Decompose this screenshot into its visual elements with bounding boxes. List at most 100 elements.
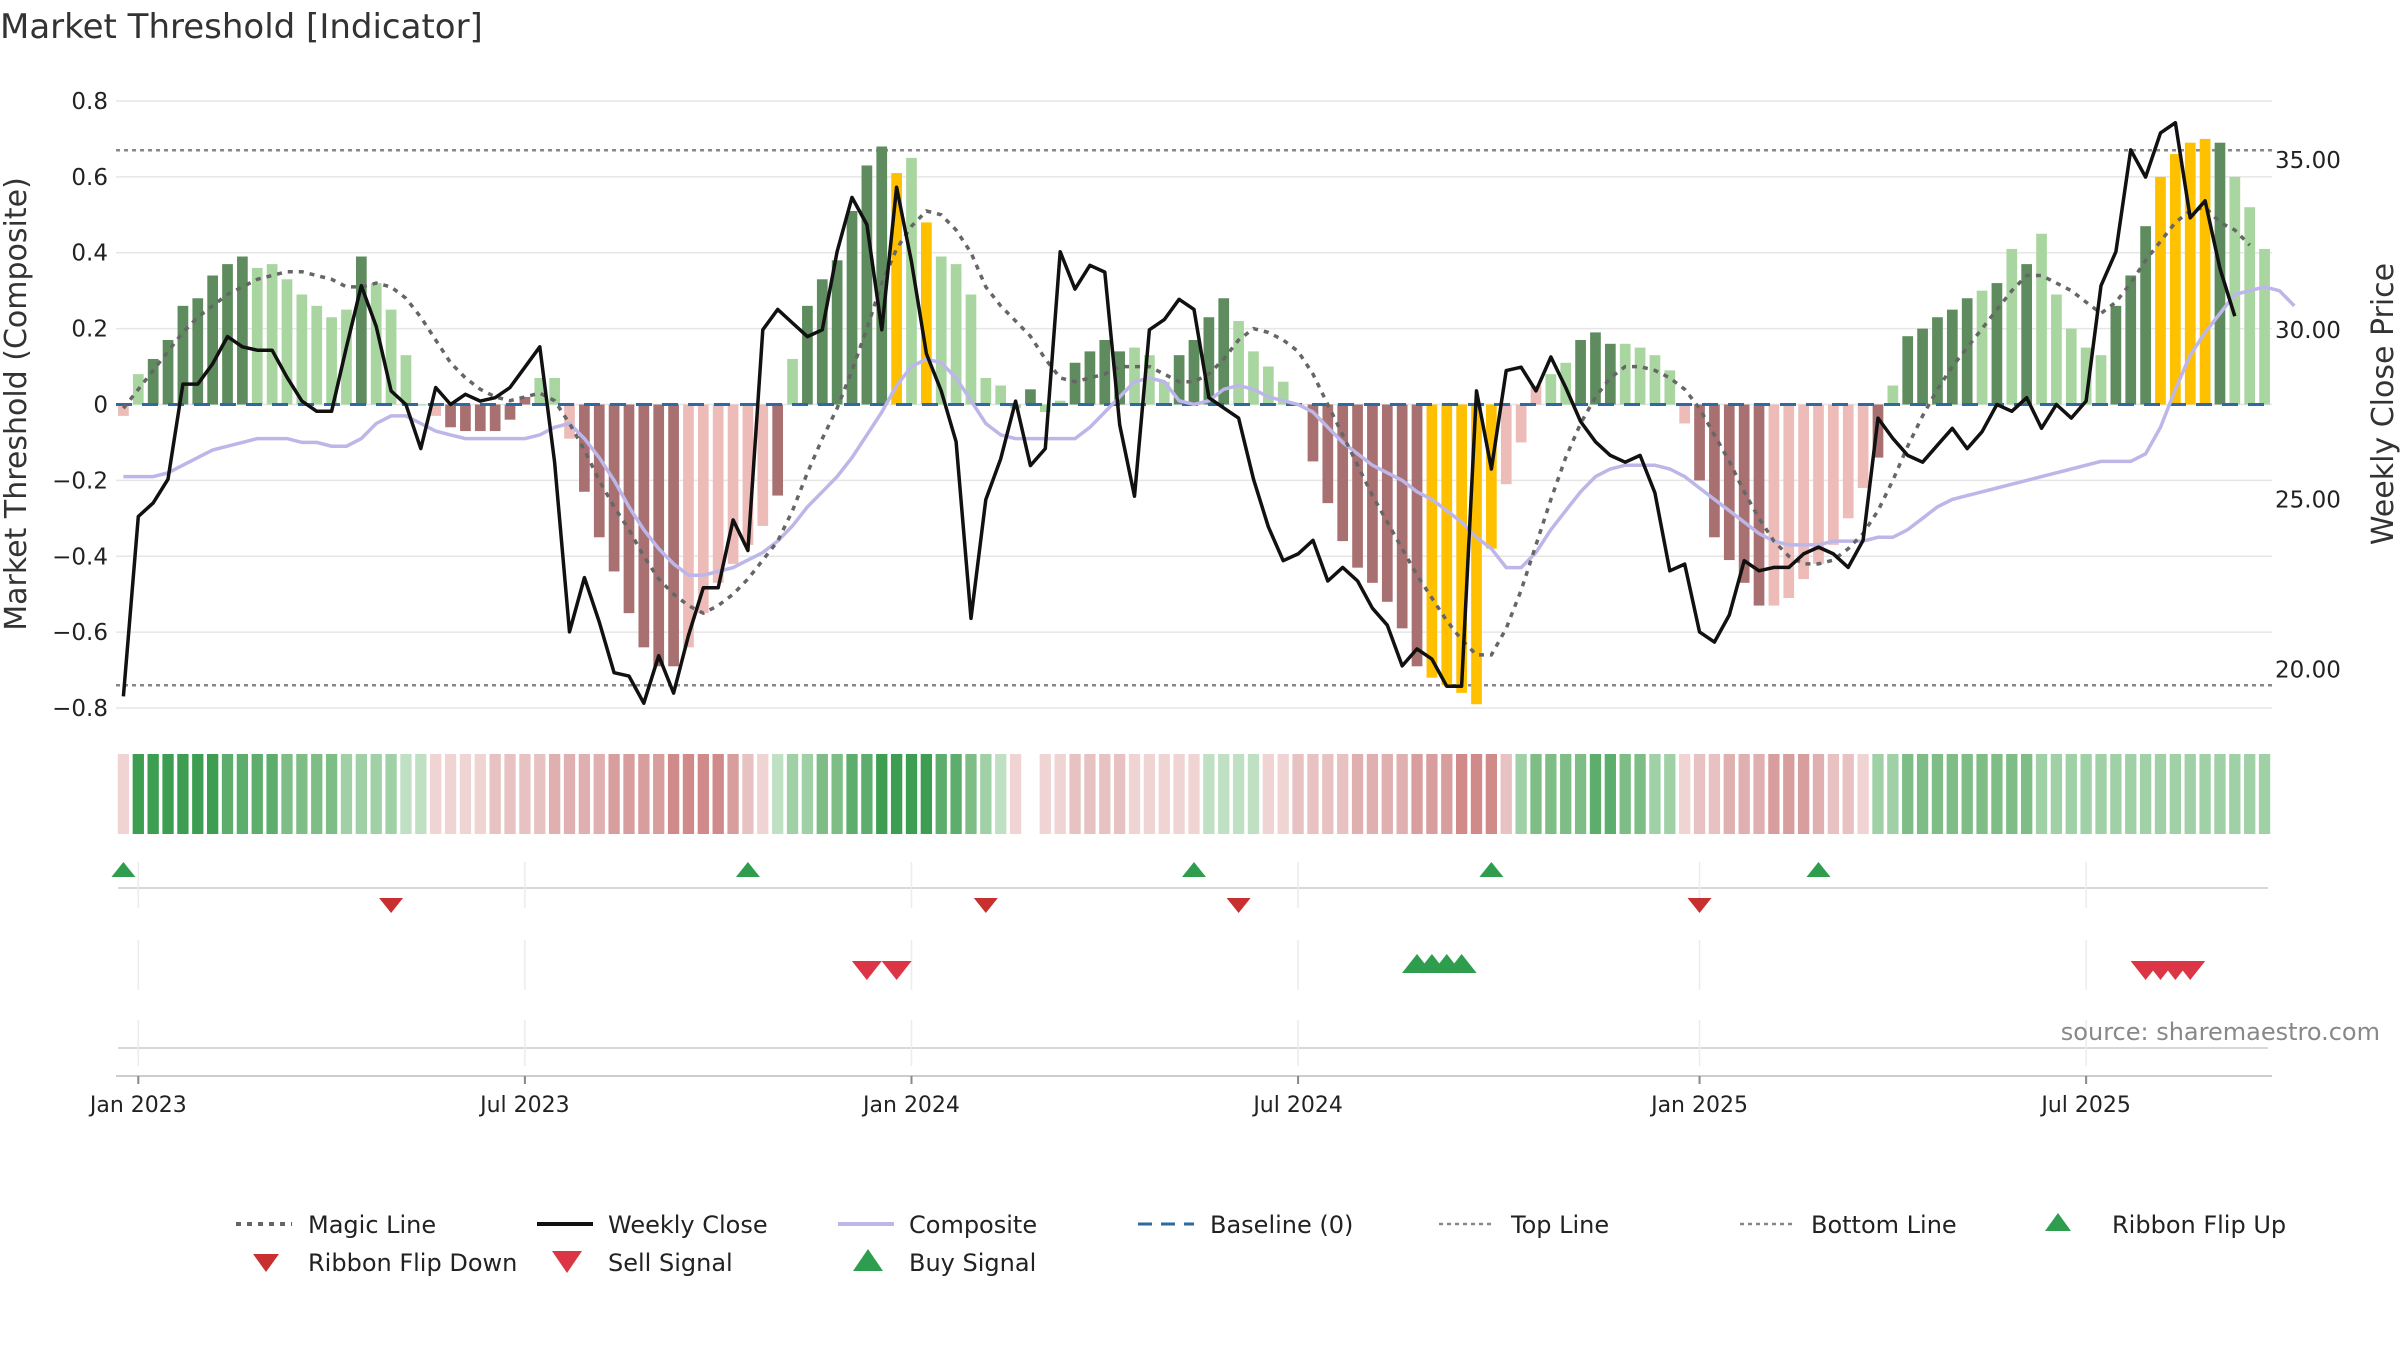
ribbon-cell xyxy=(697,754,709,834)
composite-bar xyxy=(1768,404,1780,606)
ribbon-flip-up-marker xyxy=(1479,862,1504,877)
composite-bar xyxy=(311,305,323,405)
ribbon-cell xyxy=(1515,754,1527,834)
legend-composite-label: Composite xyxy=(909,1211,1037,1239)
ribbon-cell xyxy=(221,754,234,834)
ribbon-cell xyxy=(2184,754,2196,834)
legend-composite: Composite xyxy=(838,1211,1037,1239)
composite-bar xyxy=(980,377,992,405)
ribbon-cell xyxy=(772,754,784,834)
composite-bar xyxy=(2244,207,2256,405)
composite-bar xyxy=(965,294,977,405)
composite-bar xyxy=(326,317,337,405)
composite-bar xyxy=(787,358,798,405)
ribbon-cell xyxy=(1708,754,1721,834)
composite-bar xyxy=(1619,343,1631,405)
legend-buy-signal-swatch xyxy=(853,1249,883,1271)
composite-bar xyxy=(593,404,605,538)
ribbon-cell xyxy=(742,754,754,834)
sell-signal-marker xyxy=(881,961,912,980)
composite-bar xyxy=(1203,317,1215,405)
ribbon-cell xyxy=(1783,754,1795,834)
ribbon-flip-up-marker xyxy=(111,862,136,877)
composite-bar xyxy=(1813,404,1824,564)
ribbon-cell xyxy=(1560,754,1572,834)
ribbon-cell xyxy=(757,754,769,834)
composite-bar xyxy=(281,279,293,405)
x-tick-label: Jan 2025 xyxy=(1649,1093,1748,1118)
ribbon-cell xyxy=(281,754,293,834)
legend-ribbon-flip-down-label: Ribbon Flip Down xyxy=(308,1249,517,1277)
ribbon-cell xyxy=(563,754,576,834)
ribbon-cell xyxy=(1232,754,1245,834)
ribbon-cell xyxy=(623,754,635,834)
composite-bar xyxy=(1634,347,1646,405)
ribbon-cell xyxy=(385,754,397,834)
composite-bar xyxy=(2125,275,2137,405)
composite-bar xyxy=(222,264,233,405)
ribbon-cell xyxy=(1797,754,1810,834)
y-tick-label: −0.8 xyxy=(52,696,108,722)
composite-bar xyxy=(296,294,308,405)
ribbon-cell xyxy=(682,754,695,834)
ribbon-flip-down-marker xyxy=(1226,898,1251,913)
ribbon-cell xyxy=(1589,754,1602,834)
x-tick-label: Jul 2024 xyxy=(1251,1093,1343,1118)
ribbon-cell xyxy=(2065,754,2077,834)
ribbon-cell xyxy=(950,754,962,834)
ribbon-cell xyxy=(1485,754,1498,834)
ribbon-cell xyxy=(1723,754,1735,834)
ribbon-cell xyxy=(1545,754,1557,834)
ribbon-cell xyxy=(1366,754,1379,834)
ribbon-cell xyxy=(504,754,516,834)
ribbon-cell xyxy=(1307,754,1319,834)
signal-markers xyxy=(111,862,2206,980)
y2-axis-label: Weekly Close Price xyxy=(2366,263,2400,545)
composite-bar xyxy=(1381,404,1393,602)
composite-bar xyxy=(1158,381,1170,405)
ribbon-cell xyxy=(206,754,219,834)
sell-signal-marker xyxy=(851,961,882,980)
y-tick-label: 0.4 xyxy=(71,241,108,267)
ribbon-cell xyxy=(1143,754,1156,834)
ribbon-cell xyxy=(147,754,159,834)
ribbon-flip-down-marker xyxy=(973,898,998,913)
ribbon-strip xyxy=(117,754,2271,834)
ribbon-cell xyxy=(593,754,605,834)
composite-bar xyxy=(1917,328,1928,405)
composite-bar xyxy=(1054,400,1066,405)
ribbon-cell xyxy=(1946,754,1958,834)
composite-bar xyxy=(742,404,754,545)
composite-line xyxy=(123,285,2296,577)
ribbon-cell xyxy=(1991,754,2003,834)
composite-bar xyxy=(266,264,278,405)
composite-bar xyxy=(2095,355,2107,405)
composite-bar xyxy=(1486,404,1497,549)
composite-bar xyxy=(2259,248,2270,405)
composite-bar xyxy=(2199,138,2211,405)
ribbon-cell xyxy=(1188,754,1200,834)
composite-bar xyxy=(772,404,784,496)
ribbon-cell xyxy=(132,754,144,834)
ribbon-cell xyxy=(1976,754,1988,834)
ribbon-cell xyxy=(444,754,457,834)
ribbon-cell xyxy=(638,754,650,834)
composite-bar xyxy=(177,305,189,405)
composite-bar xyxy=(1723,404,1735,561)
ribbon-cell xyxy=(1916,754,1929,834)
ribbon-cell xyxy=(1887,754,1899,834)
ribbon-cell xyxy=(1381,754,1393,834)
composite-bar xyxy=(1679,404,1691,424)
ribbon-cell xyxy=(578,754,591,834)
composite-bar xyxy=(2155,176,2166,405)
composite-bar xyxy=(1396,404,1408,629)
signal-panel-grid xyxy=(116,862,2272,1077)
ribbon-cell xyxy=(1292,754,1304,834)
composite-bar xyxy=(906,157,917,405)
composite-bar xyxy=(1084,351,1096,405)
legend-ribbon-flip-up-label: Ribbon Flip Up xyxy=(2112,1211,2286,1239)
composite-bar xyxy=(1694,404,1705,481)
ribbon-cell xyxy=(2021,754,2033,834)
x-tick-label: Jul 2025 xyxy=(2039,1093,2131,1118)
composite-bar xyxy=(1976,290,1988,405)
